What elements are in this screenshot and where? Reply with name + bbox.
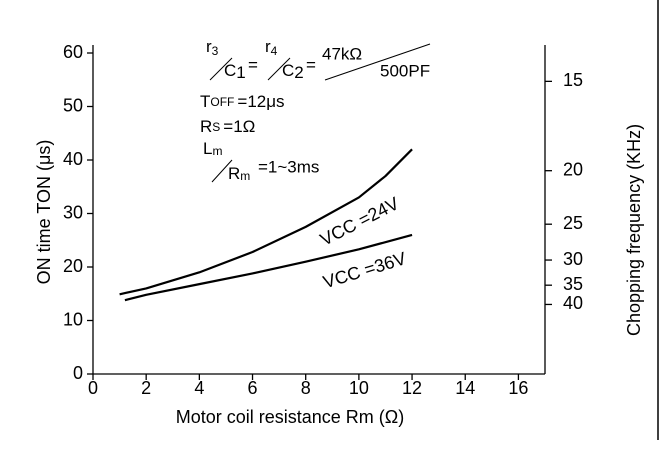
annotation: 500PF xyxy=(380,61,430,80)
annotation: = xyxy=(248,55,258,74)
annotation: r3 xyxy=(206,37,219,58)
slash xyxy=(324,43,431,81)
annotation: TOFF =12μs xyxy=(200,92,285,111)
slash xyxy=(209,57,233,81)
x-axis-label: Motor coil resistance Rm (Ω) xyxy=(176,407,405,427)
x-tick-label: 4 xyxy=(194,378,204,398)
annotation: C2 xyxy=(282,61,304,82)
line xyxy=(124,233,413,302)
x-tick-label: 8 xyxy=(301,378,311,398)
y-axis-label: ON time TON (μs) xyxy=(34,140,54,285)
y-tick-label: 0 xyxy=(73,363,83,383)
slash xyxy=(267,57,291,81)
y2-tick-label: 20 xyxy=(563,159,583,179)
y2-tick-label: 40 xyxy=(563,293,583,313)
annotation: RS =1Ω xyxy=(200,117,255,136)
y2-tick-label: 30 xyxy=(563,249,583,269)
y-tick-label: 60 xyxy=(63,42,83,62)
slash xyxy=(211,159,233,183)
y-tick-label: 10 xyxy=(63,309,83,329)
y-tick-label: 50 xyxy=(63,95,83,115)
x-tick-label: 2 xyxy=(141,378,151,398)
annotation: r4 xyxy=(265,37,278,58)
y2-tick-label: 15 xyxy=(563,70,583,90)
annotation: = xyxy=(306,55,316,74)
y2-tick-label: 35 xyxy=(563,274,583,294)
x-tick-label: 14 xyxy=(455,378,475,398)
annotation: Rm xyxy=(228,164,250,183)
annotation: C1 xyxy=(224,61,246,82)
annotation: 47kΩ xyxy=(322,44,362,63)
x-tick-label: 12 xyxy=(402,378,422,398)
y2-tick-label: 25 xyxy=(563,213,583,233)
x-tick-label: 16 xyxy=(508,378,528,398)
x-tick-label: 0 xyxy=(88,378,98,398)
line xyxy=(119,148,413,296)
x-tick-label: 10 xyxy=(349,378,369,398)
x-tick-label: 6 xyxy=(248,378,258,398)
annotation: =1~3ms xyxy=(258,157,319,176)
y-tick-label: 20 xyxy=(63,256,83,276)
y2-axis-label: Chopping frequency (KHz) xyxy=(624,124,644,336)
y-tick-label: 30 xyxy=(63,202,83,222)
annotation: Lm xyxy=(203,139,222,158)
y-tick-label: 40 xyxy=(63,149,83,169)
